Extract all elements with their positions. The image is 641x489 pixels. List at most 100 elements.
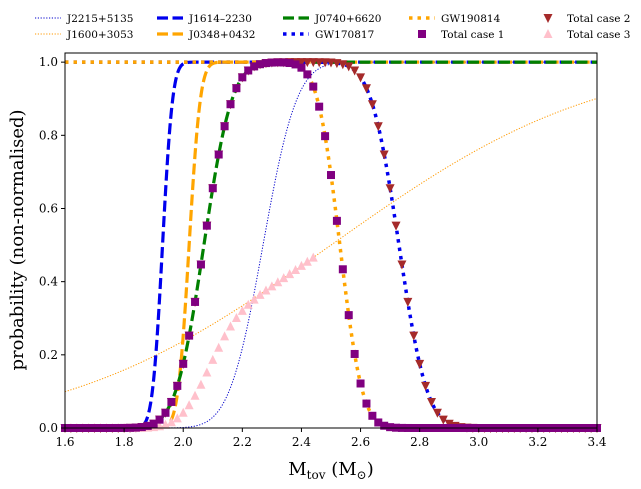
legend-entry-j0348-0432: J0348+0432 bbox=[157, 29, 255, 41]
data-point bbox=[297, 63, 306, 72]
legend-label: GW190814 bbox=[441, 13, 501, 25]
x-tick-label: 2.8 bbox=[410, 435, 429, 449]
x-tick-label: 3.4 bbox=[587, 435, 606, 449]
data-point bbox=[391, 221, 401, 231]
data-point bbox=[261, 59, 270, 68]
data-point bbox=[279, 58, 288, 67]
data-point bbox=[421, 381, 431, 391]
data-point bbox=[155, 415, 164, 424]
data-point bbox=[285, 59, 294, 68]
legend-entry-total-case-1: Total case 1 bbox=[418, 29, 504, 41]
data-point bbox=[303, 70, 312, 79]
legend-swatch bbox=[543, 14, 553, 23]
data-point bbox=[380, 421, 389, 430]
data-point bbox=[190, 390, 200, 400]
data-point bbox=[185, 331, 194, 340]
data-point bbox=[350, 349, 359, 358]
data-point bbox=[332, 216, 341, 225]
x-tick-label: 1.8 bbox=[115, 435, 134, 449]
data-point bbox=[397, 260, 407, 270]
legend-label: J2215+5135 bbox=[66, 13, 133, 25]
data-point bbox=[432, 408, 442, 418]
data-point bbox=[403, 297, 413, 307]
data-point bbox=[160, 419, 170, 429]
legend-swatch bbox=[543, 29, 553, 38]
legend-entry-j1614-2230: J1614–2230 bbox=[157, 13, 252, 25]
data-point bbox=[226, 321, 236, 331]
data-point bbox=[315, 102, 324, 111]
x-tick-label: 2.0 bbox=[174, 435, 193, 449]
data-point bbox=[308, 58, 318, 68]
data-point bbox=[302, 256, 312, 266]
data-point bbox=[244, 66, 253, 75]
data-point bbox=[296, 260, 306, 270]
data-point bbox=[374, 418, 383, 427]
data-point bbox=[361, 84, 371, 94]
data-point bbox=[362, 399, 371, 408]
data-point bbox=[314, 58, 324, 68]
x-tick-label: 3.2 bbox=[528, 435, 547, 449]
x-tick-label: 2.6 bbox=[351, 435, 370, 449]
data-point bbox=[167, 397, 176, 406]
legend-label: Total case 2 bbox=[567, 13, 630, 25]
legend-label: GW170817 bbox=[315, 29, 374, 41]
y-axis: 0.0 0.2 0.4 0.6 0.8 1.0 bbox=[39, 55, 65, 435]
legend-entry-j2215-5135: J2215+5135 bbox=[35, 13, 133, 25]
legend-entry-gw170817: GW170817 bbox=[283, 29, 374, 41]
y-tick-label: 0.6 bbox=[39, 201, 58, 215]
data-point bbox=[214, 150, 223, 159]
data-point bbox=[137, 423, 146, 432]
legend-label: Total case 3 bbox=[567, 29, 630, 41]
data-point bbox=[149, 419, 158, 428]
y-tick-label: 0.2 bbox=[39, 348, 58, 362]
data-point bbox=[291, 60, 300, 69]
legend-label: J1614–2230 bbox=[188, 13, 252, 25]
data-point bbox=[285, 269, 295, 279]
data-point bbox=[273, 58, 282, 67]
data-point bbox=[226, 100, 235, 109]
y-tick-label: 0.0 bbox=[39, 421, 58, 435]
y-tick-label: 1.0 bbox=[39, 55, 58, 69]
data-point bbox=[232, 84, 241, 93]
data-point bbox=[368, 411, 377, 420]
legend-entry-j0740-6620: J0740+6620 bbox=[283, 13, 381, 25]
data-point bbox=[220, 122, 229, 131]
legend-label: Total case 1 bbox=[441, 29, 504, 41]
data-point bbox=[249, 294, 259, 304]
data-point bbox=[327, 171, 335, 180]
series-line-j1600-3053 bbox=[65, 97, 597, 393]
data-point bbox=[273, 277, 283, 287]
data-point bbox=[202, 367, 212, 377]
data-point bbox=[166, 417, 176, 427]
data-point bbox=[296, 58, 306, 68]
legend-label: J0740+6620 bbox=[314, 13, 381, 25]
data-point bbox=[409, 331, 419, 341]
legend-swatch bbox=[418, 30, 426, 38]
data-point bbox=[202, 221, 211, 230]
x-tick-label: 1.6 bbox=[55, 435, 74, 449]
data-point bbox=[261, 285, 271, 295]
data-point bbox=[279, 273, 289, 283]
data-point bbox=[338, 265, 347, 274]
data-point bbox=[356, 73, 366, 83]
y-axis-label: probability (non-normalised) bbox=[7, 109, 28, 370]
plot-area bbox=[65, 53, 597, 428]
x-axis-label: Mtov (M⊙) bbox=[288, 459, 374, 482]
data-point bbox=[321, 132, 330, 141]
data-point bbox=[326, 58, 336, 68]
data-point bbox=[379, 150, 389, 160]
x-axis: 1.6 1.8 2.0 2.2 2.4 2.6 2.8 3.0 3.2 3.4 bbox=[55, 428, 607, 449]
legend-label: J0348+0432 bbox=[188, 29, 255, 41]
legend-entry-total-case-3: Total case 3 bbox=[543, 29, 630, 41]
data-point bbox=[255, 289, 265, 299]
legend-label: J1600+3053 bbox=[66, 29, 133, 41]
data-point bbox=[250, 62, 259, 71]
data-point bbox=[172, 413, 182, 423]
data-point bbox=[196, 260, 205, 269]
x-tick-label: 2.2 bbox=[233, 435, 252, 449]
data-point bbox=[173, 381, 182, 390]
data-point bbox=[143, 421, 152, 430]
plot-frame bbox=[64, 52, 598, 429]
data-point bbox=[179, 359, 188, 368]
